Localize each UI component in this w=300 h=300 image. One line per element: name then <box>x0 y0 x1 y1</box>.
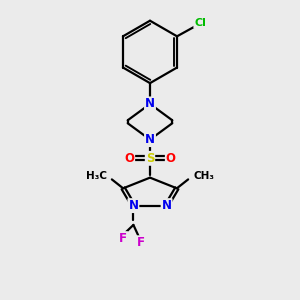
Text: N: N <box>145 98 155 110</box>
Text: F: F <box>136 236 145 249</box>
Text: S: S <box>146 152 154 165</box>
Text: F: F <box>119 232 127 245</box>
Text: H₃C: H₃C <box>86 171 107 181</box>
Text: Cl: Cl <box>194 18 206 28</box>
Text: N: N <box>162 199 172 212</box>
Text: N: N <box>145 133 155 146</box>
Text: O: O <box>166 152 176 165</box>
Text: CH₃: CH₃ <box>193 171 214 181</box>
Text: O: O <box>124 152 134 165</box>
Text: N: N <box>128 199 138 212</box>
